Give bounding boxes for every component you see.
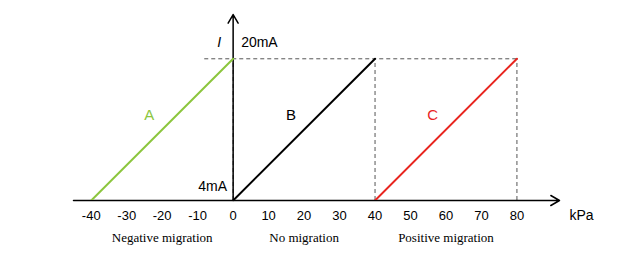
- svg-text:10: 10: [261, 208, 275, 223]
- svg-text:-10: -10: [188, 208, 207, 223]
- svg-text:-20: -20: [153, 208, 172, 223]
- svg-text:B: B: [286, 106, 296, 123]
- svg-text:No migration: No migration: [269, 230, 339, 245]
- svg-text:I: I: [217, 34, 221, 50]
- svg-text:80: 80: [510, 208, 524, 223]
- svg-text:20mA: 20mA: [241, 34, 278, 50]
- svg-text:A: A: [144, 106, 154, 123]
- svg-text:Positive migration: Positive migration: [398, 230, 494, 245]
- svg-text:Negative migration: Negative migration: [112, 230, 213, 245]
- svg-text:0: 0: [230, 208, 237, 223]
- svg-text:-30: -30: [117, 208, 136, 223]
- svg-text:30: 30: [332, 208, 346, 223]
- svg-text:kPa: kPa: [570, 207, 594, 223]
- svg-text:50: 50: [403, 208, 417, 223]
- svg-text:40: 40: [368, 208, 382, 223]
- svg-text:60: 60: [439, 208, 453, 223]
- svg-text:20: 20: [297, 208, 311, 223]
- svg-text:4mA: 4mA: [198, 178, 227, 194]
- svg-text:C: C: [427, 106, 438, 123]
- svg-text:-40: -40: [82, 208, 101, 223]
- svg-text:70: 70: [474, 208, 488, 223]
